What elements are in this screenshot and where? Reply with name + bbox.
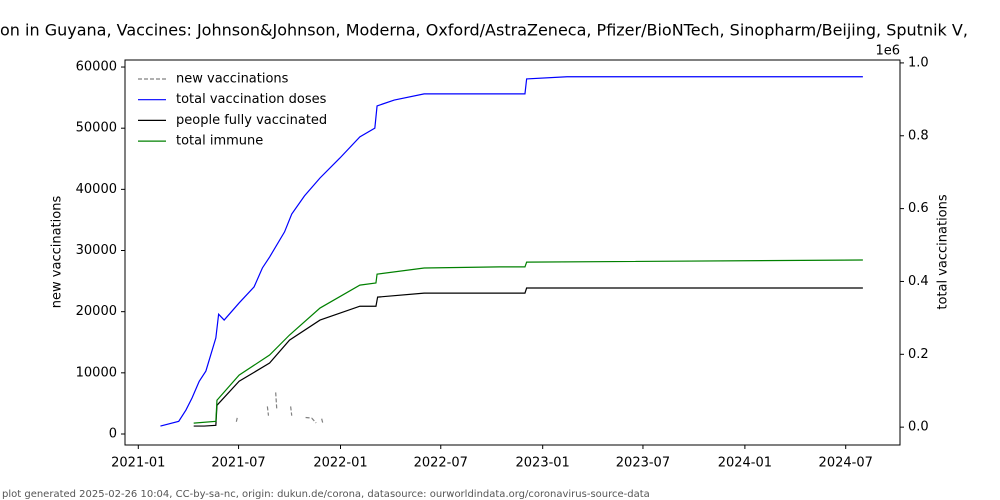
plot-frame: [124, 59, 901, 446]
y-tick-label: 30000: [76, 243, 117, 258]
series-line: [235, 392, 324, 424]
series-line: [193, 259, 863, 424]
y-tick-label: 40000: [76, 182, 117, 197]
legend-label: total vaccination doses: [176, 92, 327, 107]
x-tick-label: 2023-07: [616, 456, 670, 471]
y-tick-label: 20000: [76, 304, 117, 319]
y2-tick-label: 0.4: [908, 274, 929, 289]
y-axis-label: new vaccinations: [50, 196, 65, 309]
y-tick-label: 50000: [76, 121, 117, 136]
legend-label: new vaccinations: [176, 72, 289, 87]
legend-label: people fully vaccinated: [176, 113, 327, 128]
x-tick-label: 2024-07: [819, 456, 873, 471]
series-line: [193, 287, 863, 427]
series-line: [160, 76, 863, 427]
footer: plot generated 2025-02-26 10:04, CC-by-s…: [2, 489, 650, 500]
y2-offset-label: 1e6: [875, 44, 900, 59]
y2-tick-label: 0.6: [908, 201, 929, 216]
y2-tick-label: 0.8: [908, 128, 929, 143]
x-tick-label: 2024-01: [718, 456, 772, 471]
y2-tick-label: 0.2: [908, 347, 929, 362]
x-tick-label: 2021-01: [111, 456, 165, 471]
y-tick-label: 60000: [76, 60, 117, 75]
x-tick-label: 2023-01: [516, 456, 570, 471]
legend-label: total immune: [176, 134, 263, 149]
x-tick-label: 2022-01: [313, 456, 367, 471]
y2-tick-label: 1.0: [908, 55, 929, 70]
x-tick-label: 2021-07: [211, 456, 265, 471]
y2-tick-label: 0.0: [908, 420, 929, 435]
y2-axis-label: total vaccinations: [936, 194, 951, 310]
chart-title: on in Guyana, Vaccines: Johnson&Johnson,…: [0, 21, 968, 40]
y-tick-label: 0: [109, 426, 117, 441]
x-tick-label: 2022-07: [414, 456, 468, 471]
y-tick-label: 10000: [76, 365, 117, 380]
